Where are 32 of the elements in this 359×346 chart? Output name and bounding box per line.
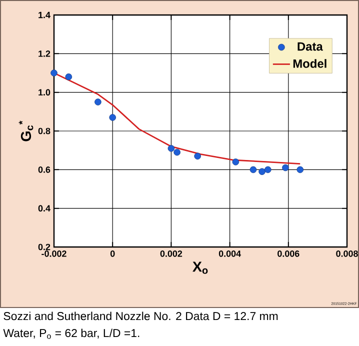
y-tick-label: 0.6: [38, 166, 50, 173]
point: [65, 73, 72, 80]
y-tick-label: 1.0: [38, 89, 50, 96]
x-tick-label: 0.002: [160, 250, 182, 257]
point: [168, 145, 175, 152]
x-tick-label: -0.002: [42, 250, 66, 257]
y-tick-label: 0.2: [38, 244, 50, 250]
y-tick-label: 1.4: [38, 12, 50, 18]
x-axis-title: X$_{o}$: [192, 262, 208, 274]
x-tick-label: 0.008: [336, 250, 358, 257]
legend-label: Data: [298, 42, 323, 51]
point: [232, 158, 240, 166]
y-tick-label: 1.2: [38, 50, 50, 57]
x-tick-label: 0: [110, 250, 115, 257]
point: [258, 168, 266, 175]
point: [109, 114, 116, 121]
y-tick-label: 0.8: [38, 128, 50, 134]
y-axis-title: G$_{c}$*: [18, 120, 34, 142]
point: [94, 98, 102, 106]
x-tick-label: 0.004: [218, 250, 241, 257]
y-tick-label: 0.4: [38, 205, 50, 212]
point: [296, 166, 304, 174]
text: Sozzi and Sutherland Nozzle No. 2 Data D = 12.7 mm: [4, 312, 278, 320]
point: [174, 148, 180, 156]
point: [264, 166, 272, 174]
point: [194, 152, 201, 160]
point: [282, 164, 289, 172]
legend-label: Model: [293, 59, 326, 68]
x-tick-label: 0.006: [278, 250, 300, 257]
text: Water, P$_{o}$ = 62 bar, L/D =1.: [3, 328, 140, 339]
point: [250, 166, 257, 174]
point: [50, 70, 58, 76]
